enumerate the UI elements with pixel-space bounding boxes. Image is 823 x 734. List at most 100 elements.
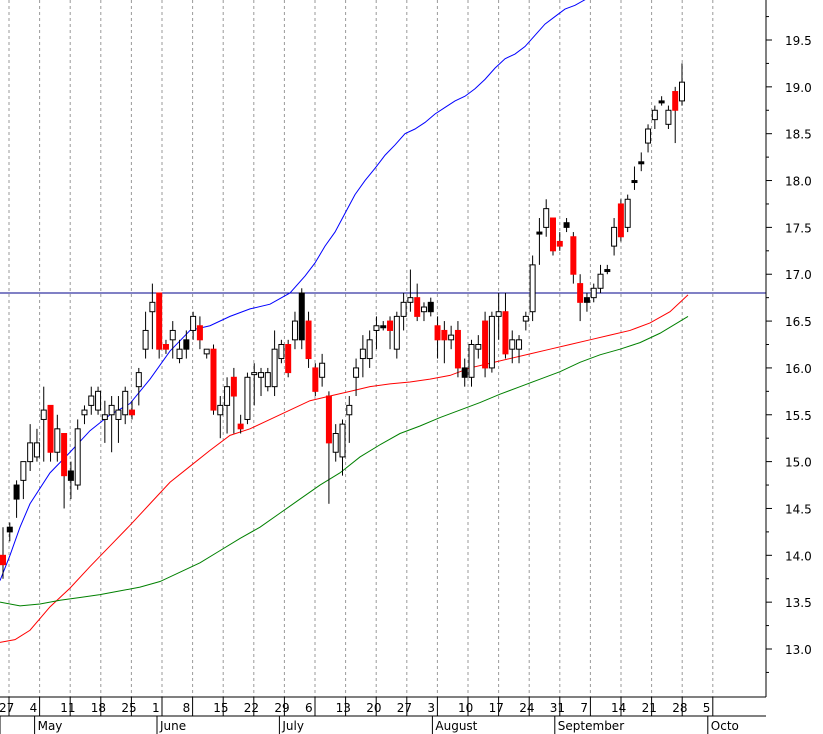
candle-body: [380, 325, 387, 329]
candle-body: [67, 470, 74, 481]
candle-body: [217, 404, 224, 416]
x-tick-label: 3: [427, 701, 435, 715]
candle: [196, 316, 203, 350]
candle-body: [448, 334, 455, 341]
candle: [47, 404, 54, 462]
x-tick-label: 6: [305, 701, 313, 715]
ma-line: [0, 315, 689, 607]
month-label: May: [38, 719, 63, 733]
candle-body: [556, 240, 563, 247]
ma-line: [0, 0, 586, 581]
candle: [142, 311, 149, 359]
y-tick-label: 14.5: [785, 502, 812, 516]
candle-body: [54, 428, 61, 453]
candle: [81, 405, 88, 425]
candle-body: [516, 339, 523, 350]
candle: [149, 283, 156, 350]
candle-body: [482, 320, 489, 369]
candle: [387, 316, 394, 350]
candle: [129, 400, 136, 420]
candle-body: [20, 461, 27, 481]
moving-average-lines: [0, 0, 689, 643]
y-tick-label: 13.5: [785, 596, 812, 610]
candle-body: [651, 109, 658, 121]
candle-body: [264, 372, 271, 388]
candle: [549, 217, 556, 256]
candle: [278, 339, 285, 364]
candle-body: [122, 390, 129, 416]
candle-body: [665, 109, 672, 125]
candle: [434, 316, 441, 359]
candle: [366, 330, 373, 368]
candle-body: [339, 423, 346, 458]
candle-body: [251, 372, 258, 376]
candle-body: [502, 311, 509, 355]
candle-body: [176, 348, 183, 360]
month-label: August: [435, 719, 477, 733]
x-tick-label: 21: [642, 701, 657, 715]
candle-body: [488, 315, 495, 369]
candle: [169, 321, 176, 359]
candle-body: [434, 325, 441, 341]
candle-body: [298, 292, 305, 341]
candle: [61, 433, 68, 509]
y-tick-label: 15.0: [785, 456, 812, 470]
candle: [488, 311, 495, 373]
candle: [380, 321, 387, 331]
month-label: June: [159, 719, 186, 733]
candle: [88, 386, 95, 415]
candle: [529, 255, 536, 322]
candle-body: [291, 320, 298, 341]
candles: [0, 63, 685, 579]
candle: [665, 105, 672, 130]
candle: [27, 424, 34, 471]
candle-body: [244, 376, 251, 420]
candle: [217, 396, 224, 439]
candle-body: [74, 428, 81, 486]
candle: [448, 325, 455, 350]
candle: [224, 377, 231, 434]
candle-body: [672, 91, 679, 111]
candle: [373, 316, 380, 350]
candle: [264, 367, 271, 392]
candle-body: [115, 409, 122, 420]
candle-body: [441, 329, 448, 341]
candle: [237, 414, 244, 434]
candle: [441, 321, 448, 364]
candle-body: [549, 217, 556, 252]
candle-body: [162, 344, 169, 350]
ma-line: [0, 294, 689, 643]
candle: [604, 264, 611, 275]
candle: [468, 339, 475, 387]
candle: [536, 218, 543, 265]
candle: [631, 166, 638, 190]
candle: [482, 311, 489, 378]
candle-body: [393, 315, 400, 350]
candle: [176, 339, 183, 364]
candle-body: [353, 367, 360, 378]
y-tick-label: 18.0: [785, 175, 812, 189]
candle-body: [509, 339, 516, 350]
x-tick-label: 10: [458, 701, 473, 715]
candle-body: [149, 301, 156, 313]
x-tick-label: 14: [611, 701, 626, 715]
candle: [312, 363, 319, 397]
candle-body: [590, 287, 597, 299]
x-tick-label: 8: [183, 701, 191, 715]
candle-body: [190, 315, 197, 331]
candle-body: [61, 433, 68, 477]
candle: [135, 367, 142, 406]
candle: [645, 124, 652, 153]
candle-body: [631, 180, 638, 184]
candle-body: [230, 376, 237, 397]
candle-body: [536, 231, 543, 235]
x-tick-label: 5: [703, 701, 711, 715]
candle: [346, 396, 353, 443]
candle-body: [6, 526, 13, 533]
candle-body: [13, 484, 20, 500]
candle: [611, 218, 618, 256]
candle: [414, 283, 421, 322]
candle: [570, 232, 577, 284]
candle: [190, 311, 197, 340]
candle-body: [210, 348, 217, 411]
